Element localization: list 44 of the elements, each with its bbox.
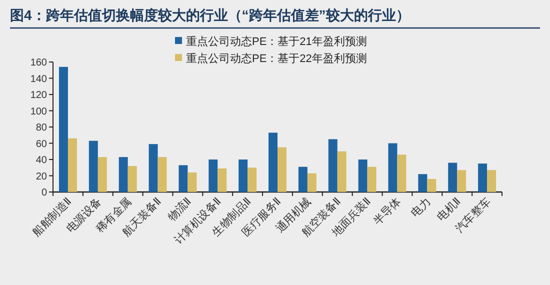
bar — [58, 66, 68, 192]
bar — [188, 172, 197, 192]
bar — [98, 157, 107, 192]
bar — [448, 162, 458, 192]
bar — [328, 139, 338, 192]
x-tick-label: 半导体 — [370, 194, 404, 228]
x-tick-label: 电力 — [408, 194, 434, 220]
bar — [208, 160, 218, 192]
bar — [457, 170, 466, 192]
y-tick-label: 120 — [30, 90, 48, 101]
y-tick-label: 0 — [41, 188, 48, 198]
bar — [397, 154, 406, 192]
bar — [298, 166, 308, 192]
bar — [307, 173, 316, 192]
bar — [427, 179, 436, 192]
y-tick-label: 80 — [36, 122, 48, 134]
y-tick-label: 100 — [30, 106, 48, 118]
bar — [478, 164, 488, 192]
bar — [148, 144, 158, 192]
y-tick-label: 40 — [36, 155, 48, 166]
bar — [487, 170, 496, 192]
legend-label: 重点公司动态PE：基于21年盈利预测 — [186, 35, 367, 48]
chart-title: 图4：跨年估值切换幅度较大的行业（“跨年估值差”较大的行业） — [10, 7, 410, 23]
bar — [88, 140, 98, 192]
y-tick-label: 140 — [30, 74, 48, 85]
bar — [388, 143, 398, 192]
bar — [128, 166, 137, 192]
bar — [68, 138, 77, 192]
bar — [358, 160, 368, 192]
y-tick-label: 160 — [30, 58, 48, 68]
bar — [418, 174, 428, 192]
bar — [158, 157, 167, 192]
bar — [218, 168, 227, 192]
bar — [238, 160, 248, 192]
bar — [367, 166, 376, 192]
y-tick-label: 60 — [36, 138, 48, 150]
legend-label: 重点公司动态PE：基于22年盈利预测 — [186, 52, 367, 65]
bar — [278, 147, 286, 192]
bar — [337, 151, 346, 192]
bar — [118, 157, 128, 192]
bar — [248, 168, 257, 192]
bar — [268, 132, 278, 192]
y-tick-label: 20 — [36, 171, 48, 182]
bar — [178, 165, 188, 192]
